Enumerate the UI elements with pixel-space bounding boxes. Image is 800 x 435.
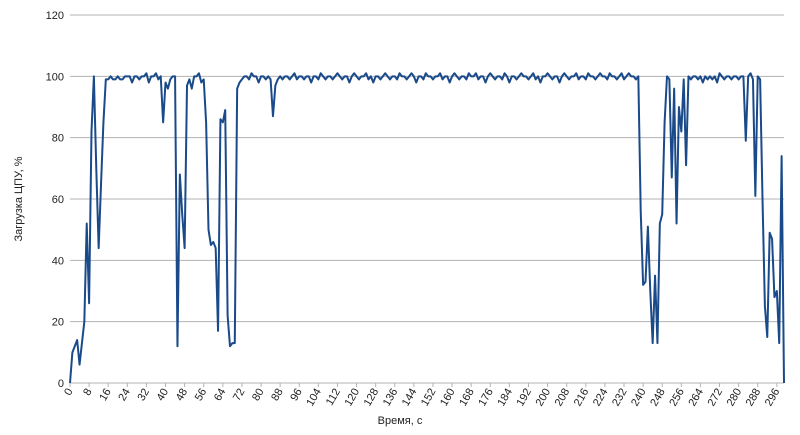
x-tick-label: 24 — [116, 387, 133, 404]
x-tick-label: 160 — [438, 387, 458, 409]
x-tick-label: 72 — [231, 387, 248, 404]
x-tick-label: 224 — [591, 387, 611, 409]
x-tick-label: 216 — [572, 387, 592, 409]
x-tick-label: 80 — [250, 387, 267, 404]
y-axis-title: Загрузка ЦПУ, % — [13, 156, 25, 241]
y-tick-label: 40 — [52, 255, 64, 267]
x-tick-label: 112 — [324, 387, 343, 408]
cpu-load-line — [69, 72, 785, 384]
y-tick-label: 20 — [52, 317, 64, 329]
x-tick-label: 192 — [515, 387, 535, 409]
y-tick-label: 60 — [52, 194, 64, 206]
x-tick-label: 16 — [97, 387, 114, 404]
y-tick-label: 80 — [52, 133, 64, 145]
y-tick-label: 100 — [46, 71, 64, 83]
x-tick-label: 248 — [648, 387, 668, 409]
x-tick-label: 136 — [381, 387, 401, 409]
x-tick-label: 0 — [62, 387, 75, 398]
y-tick-label: 120 — [46, 10, 64, 22]
x-tick-label: 88 — [269, 387, 286, 404]
x-tick-label: 184 — [495, 387, 515, 409]
y-tick-label: 0 — [58, 378, 64, 390]
x-tick-label: 152 — [419, 387, 439, 409]
x-tick-label: 200 — [534, 387, 554, 409]
x-tick-label: 264 — [686, 387, 706, 409]
x-tick-label: 256 — [667, 387, 687, 409]
x-tick-label: 56 — [193, 387, 210, 404]
x-tick-label: 32 — [135, 387, 152, 404]
x-tick-label: 8 — [81, 387, 94, 398]
x-tick-label: 272 — [706, 387, 726, 409]
x-tick-label: 120 — [343, 387, 363, 409]
x-tick-label: 296 — [763, 387, 783, 409]
x-tick-label: 48 — [174, 387, 191, 404]
x-tick-label: 104 — [304, 387, 324, 409]
x-tick-label: 64 — [212, 387, 229, 404]
x-tick-label: 288 — [744, 387, 764, 409]
x-tick-label: 240 — [629, 387, 649, 409]
x-tick-label: 96 — [288, 387, 305, 404]
x-tick-label: 280 — [725, 387, 745, 409]
x-tick-label: 232 — [610, 387, 630, 409]
x-tick-label: 208 — [553, 387, 573, 409]
x-tick-label: 176 — [476, 387, 496, 409]
x-tick-label: 168 — [457, 387, 477, 409]
x-tick-label: 144 — [400, 387, 420, 409]
x-axis-title: Время, с — [378, 415, 423, 427]
x-tick-label: 128 — [362, 387, 382, 409]
x-tick-label: 40 — [155, 387, 172, 404]
